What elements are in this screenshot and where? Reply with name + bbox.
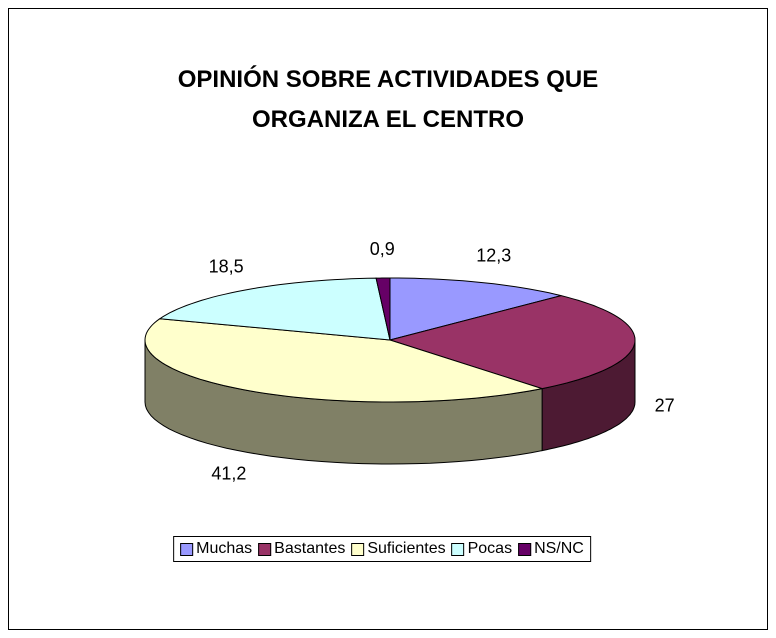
legend-item: Bastantes [258, 540, 345, 558]
legend-label: Suficientes [367, 540, 446, 557]
legend-swatch [451, 542, 465, 556]
legend-swatch [258, 542, 272, 556]
legend-item: Muchas [180, 540, 252, 558]
pie-slice [144, 318, 543, 403]
pie-slice [388, 295, 636, 390]
data-label: 12,3 [476, 245, 511, 265]
legend-label: Bastantes [274, 540, 346, 557]
legend-label: NS/NC [534, 540, 584, 557]
legend-swatch [518, 542, 532, 556]
chart-title: OPINIÓN SOBRE ACTIVIDADES QUE ORGANIZA E… [177, 66, 599, 133]
legend-label: Pocas [467, 540, 513, 557]
legend: Muchas Bastantes Suficientes Pocas NS/NC [173, 536, 591, 562]
pie-slice [158, 277, 391, 341]
legend-item: Suficientes [351, 540, 446, 558]
data-label: 18,5 [209, 256, 244, 276]
data-label: 0,9 [370, 239, 395, 259]
data-label: 41,2 [211, 464, 246, 484]
legend-item: Pocas [451, 540, 513, 558]
data-label: 27 [655, 395, 675, 415]
pie-slice [389, 277, 562, 341]
pie-slice [375, 277, 391, 341]
legend-label: Muchas [196, 540, 253, 557]
legend-swatch [180, 542, 194, 556]
legend-item: NS/NC [518, 540, 584, 558]
legend-swatch [351, 542, 365, 556]
